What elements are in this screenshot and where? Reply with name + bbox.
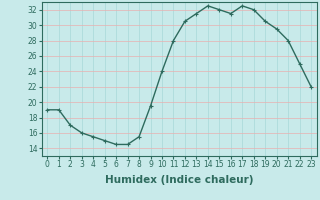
- X-axis label: Humidex (Indice chaleur): Humidex (Indice chaleur): [105, 175, 253, 185]
